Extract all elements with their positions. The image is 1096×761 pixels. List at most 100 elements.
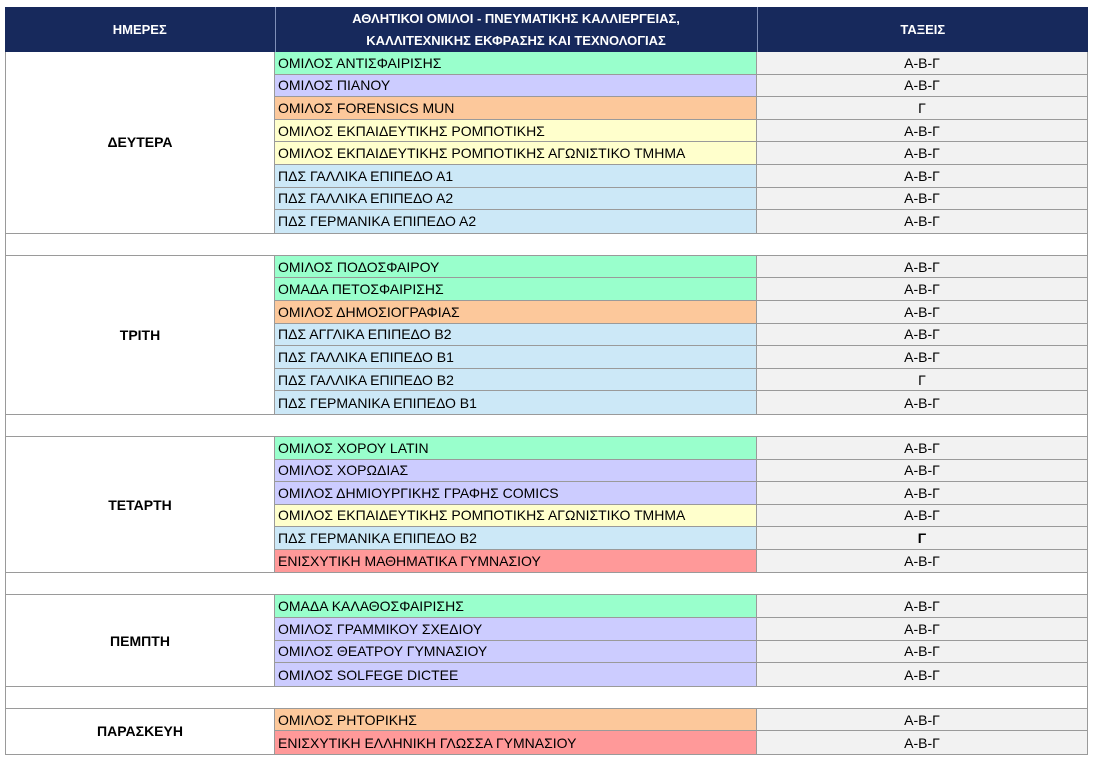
header-days-label: ΗΜΕΡΕΣ	[112, 21, 167, 37]
club-classes: Α-Β-Γ	[757, 391, 1087, 414]
table-row: ΠΔΣ ΓΕΡΜΑΝΙΚΑ ΕΠΙΠΕΔΟ Β2 Γ	[275, 527, 1087, 550]
header-classes: ΤΑΞΕΙΣ	[758, 7, 1088, 52]
club-classes: Α-Β-Γ	[757, 210, 1087, 233]
club-classes: Α-Β-Γ	[757, 255, 1087, 278]
day-items: ΟΜΙΛΟΣ ΠΟΔΟΣΦΑΙΡΟΥ Α-Β-Γ ΟΜΑΔΑ ΠΕΤΟΣΦΑΙΡΙΣ…	[275, 255, 1087, 414]
club-classes: Γ	[757, 368, 1087, 391]
header-clubs: ΑΘΛΗΤΙΚΟΙ ΟΜΙΛΟΙ - ΠΝΕΥΜΑΤΙΚΗΣ ΚΑΛΛΙΕΡΓΕ…	[276, 7, 758, 52]
club-name: ΕΝΙΣΧΥΤΙΚΗ ΕΛΛΗΝΙΚΗ ΓΛΩΣΣΑ ΓΥΜΝΑΣΙΟΥ	[275, 731, 757, 755]
header-days: ΗΜΕΡΕΣ	[5, 7, 276, 52]
table-row: ΠΔΣ ΓΑΛΛΙΚΑ ΕΠΙΠΕΔΟ Α2 Α-Β-Γ	[275, 187, 1087, 211]
day-items: ΟΜΙΛΟΣ ΡΗΤΟΡΙΚΗΣ Α-Β-Γ ΕΝΙΣΧΥΤΙΚΗ ΕΛΛΗΝΙΚΗ…	[275, 708, 1087, 755]
table-row: ΟΜΙΛΟΣ ΡΗΤΟΡΙΚΗΣ Α-Β-Γ	[275, 708, 1087, 732]
table-row: ΕΝΙΣΧΥΤΙΚΗ ΕΛΛΗΝΙΚΗ ΓΛΩΣΣΑ ΓΥΜΝΑΣΙΟΥ Α-Β-…	[275, 731, 1087, 755]
club-classes: Α-Β-Γ	[757, 164, 1087, 187]
table-row: ΟΜΙΛΟΣ ΘΕΑΤΡΟΥ ΓΥΜΝΑΣΙΟΥ Α-Β-Γ	[275, 640, 1087, 664]
day-label: ΤΡΙΤΗ	[6, 255, 275, 414]
club-classes: Α-Β-Γ	[757, 52, 1087, 74]
table-row: ΕΝΙΣΧΥΤΙΚΗ ΜΑΘΗΜΑΤΙΚΑ ΓΥΜΝΑΣΙΟΥ Α-Β-Γ	[275, 549, 1087, 573]
club-classes: Α-Β-Γ	[757, 482, 1087, 504]
table-row: ΟΜΙΛΟΣ ΕΚΠΑΙΔΕΥΤΙΚΗΣ ΡΟΜΠΟΤΙΚΗΣ ΑΓΩΝΙΣΤΙ…	[275, 504, 1087, 528]
club-classes: Α-Β-Γ	[757, 595, 1087, 618]
day-block: ΤΡΙΤΗ ΟΜΙΛΟΣ ΠΟΔΟΣΦΑΙΡΟΥ Α-Β-Γ ΟΜΑΔΑ ΠΕΤΟΣΦ…	[5, 255, 1088, 415]
table-row: ΟΜΙΛΟΣ FORENSICS MUN Γ	[275, 97, 1087, 120]
club-name: ΟΜΙΛΟΣ ΕΚΠΑΙΔΕΥΤΙΚΗΣ ΡΟΜΠΟΤΙΚΗΣ ΑΓΩΝΙΣΤΙ…	[275, 142, 757, 164]
club-name: ΟΜΙΛΟΣ SOLFEGE DICTEE	[275, 663, 757, 686]
club-name: ΟΜΙΛΟΣ FORENSICS MUN	[275, 97, 757, 119]
header-classes-label: ΤΑΞΕΙΣ	[900, 21, 946, 37]
table-row: ΟΜΙΛΟΣ ΑΝΤΙΣΦΑΙΡΙΣΗΣ Α-Β-Γ	[275, 52, 1087, 75]
club-name: ΠΔΣ ΓΕΡΜΑΝΙΚΑ ΕΠΙΠΕΔΟ Β1	[275, 391, 757, 414]
header-clubs-line1: ΑΘΛΗΤΙΚΟΙ ΟΜΙΛΟΙ - ΠΝΕΥΜΑΤΙΚΗΣ ΚΑΛΛΙΕΡΓΕ…	[352, 10, 680, 26]
day-block: ΤΕΤΑΡΤΗ ΟΜΙΛΟΣ ΧΟΡΟΥ LATIN Α-Β-Γ ΟΜΙΛΟΣ ΧΟΡ…	[5, 436, 1088, 574]
table-row: ΟΜΑΔΑ ΠΕΤΟΣΦΑΙΡΙΣΗΣ Α-Β-Γ	[275, 278, 1087, 301]
club-name: ΠΔΣ ΓΑΛΛΙΚΑ ΕΠΙΠΕΔΟ Α2	[275, 187, 757, 210]
club-classes: Α-Β-Γ	[757, 436, 1087, 459]
day-items: ΟΜΙΛΟΣ ΧΟΡΟΥ LATIN Α-Β-Γ ΟΜΙΛΟΣ ΧΟΡΩΔΙΑΣ Α-…	[275, 436, 1087, 573]
spacer-row	[5, 233, 1088, 256]
club-classes: Α-Β-Γ	[757, 504, 1087, 527]
day-items: ΟΜΑΔΑ ΚΑΛΑΘΟΣΦΑΙΡΙΣΗΣ Α-Β-Γ ΟΜΙΛΟΣ ΓΡΑΜΜΙΚ…	[275, 595, 1087, 686]
club-classes: Α-Β-Γ	[757, 459, 1087, 482]
club-classes: Α-Β-Γ	[757, 708, 1087, 731]
day-items: ΟΜΙΛΟΣ ΑΝΤΙΣΦΑΙΡΙΣΗΣ Α-Β-Γ ΟΜΙΛΟΣ ΠΙΑΝΟΥ Α-…	[275, 52, 1087, 233]
club-name: ΟΜΙΛΟΣ ΧΟΡΟΥ LATIN	[275, 436, 757, 459]
day-block: ΠΕΜΠΤΗ ΟΜΑΔΑ ΚΑΛΑΘΟΣΦΑΙΡΙΣΗΣ Α-Β-Γ ΟΜΙΛΟΣ Γ…	[5, 595, 1088, 687]
club-classes: Α-Β-Γ	[757, 640, 1087, 663]
club-name: ΠΔΣ ΑΓΓΛΙΚΑ ΕΠΙΠΕΔΟ Β2	[275, 323, 757, 346]
club-classes: Γ	[757, 527, 1087, 549]
club-name: ΟΜΙΛΟΣ ΡΗΤΟΡΙΚΗΣ	[275, 708, 757, 731]
table-row: ΟΜΙΛΟΣ ΠΟΔΟΣΦΑΙΡΟΥ Α-Β-Γ	[275, 255, 1087, 279]
club-name: ΟΜΙΛΟΣ ΠΟΔΟΣΦΑΙΡΟΥ	[275, 255, 757, 278]
day-label: ΔΕΥΤΕΡΑ	[6, 52, 275, 233]
table-row: ΠΔΣ ΑΓΓΛΙΚΑ ΕΠΙΠΕΔΟ Β2 Α-Β-Γ	[275, 323, 1087, 347]
club-name: ΟΜΙΛΟΣ ΓΡΑΜΜΙΚΟΥ ΣΧΕΔΙΟΥ	[275, 618, 757, 640]
spacer-row	[5, 573, 1088, 596]
table-row: ΟΜΙΛΟΣ ΧΟΡΟΥ LATIN Α-Β-Γ	[275, 436, 1087, 460]
day-block: ΠΑΡΑΣΚΕΥΗ ΟΜΙΛΟΣ ΡΗΤΟΡΙΚΗΣ Α-Β-Γ ΕΝΙΣΧΥΤΙΚΗ…	[5, 708, 1088, 756]
table-row: ΠΔΣ ΓΑΛΛΙΚΑ ΕΠΙΠΕΔΟ Β2 Γ	[275, 368, 1087, 392]
club-classes: Α-Β-Γ	[757, 663, 1087, 686]
table-row: ΟΜΙΛΟΣ ΕΚΠΑΙΔΕΥΤΙΚΗΣ ΡΟΜΠΟΤΙΚΗΣ Α-Β-Γ	[275, 119, 1087, 143]
club-classes: Α-Β-Γ	[757, 300, 1087, 323]
club-classes: Α-Β-Γ	[757, 187, 1087, 210]
club-classes: Α-Β-Γ	[757, 142, 1087, 164]
table-header: ΗΜΕΡΕΣ ΑΘΛΗΤΙΚΟΙ ΟΜΙΛΟΙ - ΠΝΕΥΜΑΤΙΚΗΣ ΚΑ…	[5, 7, 1088, 52]
table-row: ΟΜΙΛΟΣ ΧΟΡΩΔΙΑΣ Α-Β-Γ	[275, 459, 1087, 483]
club-name: ΟΜΑΔΑ ΚΑΛΑΘΟΣΦΑΙΡΙΣΗΣ	[275, 595, 757, 618]
club-name: ΟΜΙΛΟΣ ΑΝΤΙΣΦΑΙΡΙΣΗΣ	[275, 52, 757, 74]
club-name: ΟΜΙΛΟΣ ΔΗΜΙΟΥΡΓΙΚΗΣ ΓΡΑΦΗΣ COMICS	[275, 482, 757, 504]
table-row: ΟΜΙΛΟΣ ΔΗΜΙΟΥΡΓΙΚΗΣ ΓΡΑΦΗΣ COMICS Α-Β-Γ	[275, 482, 1087, 505]
schedule-table: ΗΜΕΡΕΣ ΑΘΛΗΤΙΚΟΙ ΟΜΙΛΟΙ - ΠΝΕΥΜΑΤΙΚΗΣ ΚΑ…	[5, 7, 1088, 756]
day-label: ΠΕΜΠΤΗ	[6, 595, 275, 686]
club-name: ΠΔΣ ΓΕΡΜΑΝΙΚΑ ΕΠΙΠΕΔΟ Β2	[275, 527, 757, 549]
table-row: ΠΔΣ ΓΑΛΛΙΚΑ ΕΠΙΠΕΔΟ Β1 Α-Β-Γ	[275, 346, 1087, 369]
club-classes: Α-Β-Γ	[757, 346, 1087, 368]
club-classes: Α-Β-Γ	[757, 618, 1087, 640]
club-name: ΠΔΣ ΓΑΛΛΙΚΑ ΕΠΙΠΕΔΟ Β2	[275, 368, 757, 391]
club-name: ΠΔΣ ΓΑΛΛΙΚΑ ΕΠΙΠΕΔΟ Α1	[275, 164, 757, 187]
day-block: ΔΕΥΤΕΡΑ ΟΜΙΛΟΣ ΑΝΤΙΣΦΑΙΡΙΣΗΣ Α-Β-Γ ΟΜΙΛΟΣ Π…	[5, 52, 1088, 234]
table-row: ΟΜΙΛΟΣ ΓΡΑΜΜΙΚΟΥ ΣΧΕΔΙΟΥ Α-Β-Γ	[275, 618, 1087, 641]
club-classes: Α-Β-Γ	[757, 323, 1087, 346]
club-name: ΕΝΙΣΧΥΤΙΚΗ ΜΑΘΗΜΑΤΙΚΑ ΓΥΜΝΑΣΙΟΥ	[275, 549, 757, 573]
table-row: ΠΔΣ ΓΕΡΜΑΝΙΚΑ ΕΠΙΠΕΔΟ Α2 Α-Β-Γ	[275, 210, 1087, 233]
table-row: ΟΜΙΛΟΣ ΠΙΑΝΟΥ Α-Β-Γ	[275, 74, 1087, 98]
spacer-row	[5, 414, 1088, 437]
club-classes: Α-Β-Γ	[757, 278, 1087, 300]
table-row: ΠΔΣ ΓΕΡΜΑΝΙΚΑ ΕΠΙΠΕΔΟ Β1 Α-Β-Γ	[275, 391, 1087, 414]
table-row: ΟΜΙΛΟΣ ΔΗΜΟΣΙΟΓΡΑΦΙΑΣ Α-Β-Γ	[275, 300, 1087, 324]
day-label: ΤΕΤΑΡΤΗ	[6, 436, 275, 573]
table-row: ΠΔΣ ΓΑΛΛΙΚΑ ΕΠΙΠΕΔΟ Α1 Α-Β-Γ	[275, 164, 1087, 188]
club-name: ΟΜΙΛΟΣ ΕΚΠΑΙΔΕΥΤΙΚΗΣ ΡΟΜΠΟΤΙΚΗΣ ΑΓΩΝΙΣΤΙ…	[275, 504, 757, 527]
table-row: ΟΜΙΛΟΣ ΕΚΠΑΙΔΕΥΤΙΚΗΣ ΡΟΜΠΟΤΙΚΗΣ ΑΓΩΝΙΣΤΙ…	[275, 142, 1087, 165]
club-name: ΠΔΣ ΓΕΡΜΑΝΙΚΑ ΕΠΙΠΕΔΟ Α2	[275, 210, 757, 233]
table-row: ΟΜΑΔΑ ΚΑΛΑΘΟΣΦΑΙΡΙΣΗΣ Α-Β-Γ	[275, 595, 1087, 619]
club-classes: Γ	[757, 97, 1087, 119]
day-label: ΠΑΡΑΣΚΕΥΗ	[6, 708, 275, 755]
header-clubs-line2: ΚΑΛΛΙΤΕΧΝΙΚΗΣ ΕΚΦΡΑΣΗΣ ΚΑΙ ΤΕΧΝΟΛΟΓΙΑΣ	[366, 32, 666, 48]
table-body: ΔΕΥΤΕΡΑ ΟΜΙΛΟΣ ΑΝΤΙΣΦΑΙΡΙΣΗΣ Α-Β-Γ ΟΜΙΛΟΣ Π…	[5, 52, 1088, 756]
club-name: ΟΜΑΔΑ ΠΕΤΟΣΦΑΙΡΙΣΗΣ	[275, 278, 757, 300]
club-classes: Α-Β-Γ	[757, 119, 1087, 142]
club-name: ΟΜΙΛΟΣ ΘΕΑΤΡΟΥ ΓΥΜΝΑΣΙΟΥ	[275, 640, 757, 663]
